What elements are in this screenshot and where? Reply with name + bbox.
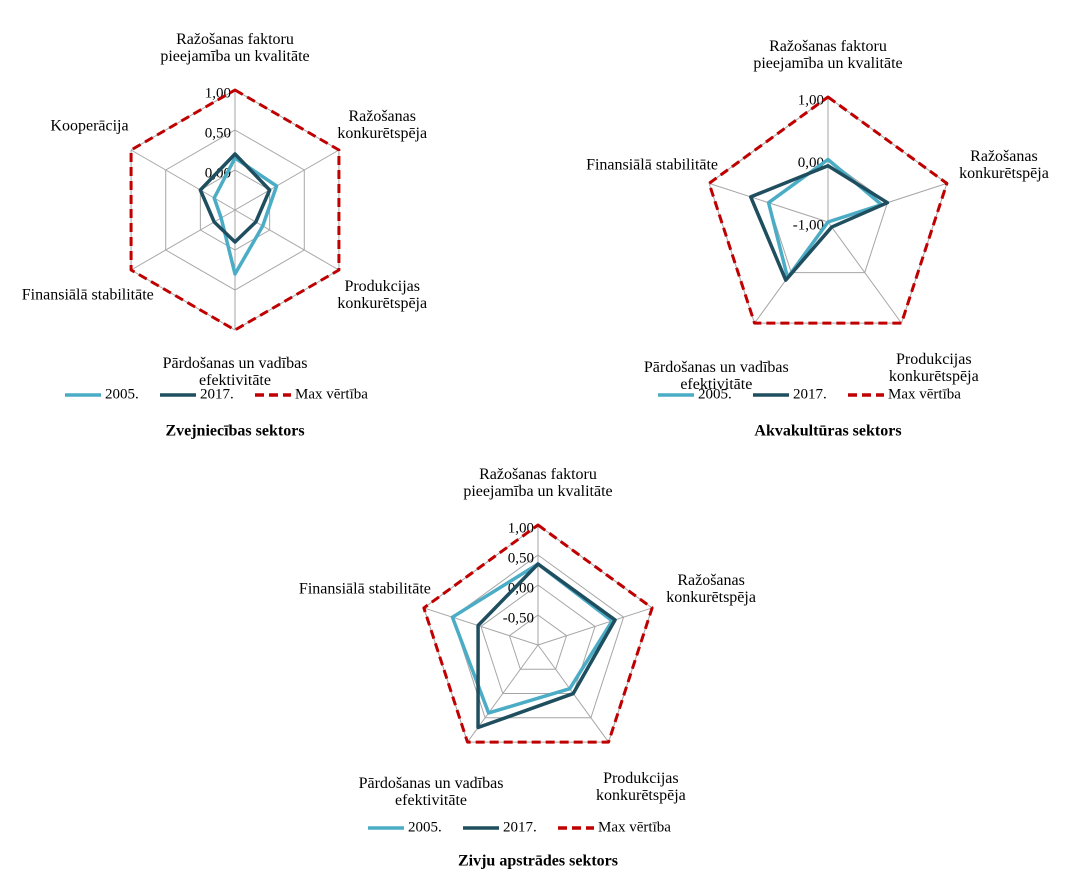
axis-label: Ražošanas konkurētspēja xyxy=(337,108,428,142)
chart-title: Zvejniecības sektors xyxy=(165,423,304,440)
legend-label: Max vērtība xyxy=(598,819,671,835)
axis-label: Produkcijas konkurētspēja xyxy=(888,350,979,385)
series-line xyxy=(422,523,654,744)
axis-label: Pārdošanas un vadības efektivitāte xyxy=(643,358,789,393)
axis-label: Finansiālā stabilitāte xyxy=(298,580,431,598)
chart-title: Akvakultūras sektors xyxy=(754,423,901,440)
legend-label: Max vērtība xyxy=(888,386,961,402)
axis-label: Ražošanas konkurētspēja xyxy=(959,147,1049,182)
grid-ring xyxy=(508,614,568,670)
tick-label: -1,00 xyxy=(793,217,824,233)
axis-spoke xyxy=(234,209,340,271)
series-line xyxy=(198,152,272,244)
legend-label: 2005. xyxy=(408,819,442,835)
chart-title: Zivju apstrādes sektors xyxy=(458,853,618,870)
axis-label: Kooperācija xyxy=(50,117,129,135)
axis-label: Finansiālā stabilitāte xyxy=(21,286,154,304)
axis-label: Produkcijas konkurētspēja xyxy=(337,278,428,312)
tick-label: 1,00 xyxy=(798,92,824,108)
axis-spoke xyxy=(130,209,236,271)
axis-spoke xyxy=(827,221,902,324)
axis-label: Ražošanas konkurētspēja xyxy=(666,571,756,606)
tick-label: 1,00 xyxy=(508,520,534,536)
grid-ring xyxy=(480,584,596,695)
series-line xyxy=(212,156,279,276)
series-line xyxy=(748,164,890,282)
series-line xyxy=(766,157,884,280)
tick-label: 0,00 xyxy=(508,580,534,596)
axis-spoke xyxy=(423,607,539,646)
series-line xyxy=(707,95,949,325)
axis-label: Pārdošanas un vadības efektivitāte xyxy=(358,775,504,810)
legend-label: 2005. xyxy=(105,386,139,402)
axis-spoke xyxy=(130,149,236,211)
tick-label: 0,50 xyxy=(508,550,534,566)
series-line xyxy=(450,562,614,715)
axis-spoke xyxy=(537,607,653,646)
axis-label: Ražošanas faktoru pieejamība un kvalitāt… xyxy=(753,38,903,72)
series-line xyxy=(476,562,617,730)
tick-label: 0,50 xyxy=(205,125,231,141)
legend-label: 2017. xyxy=(200,386,234,402)
legend-label: 2017. xyxy=(793,386,827,402)
axis-label: Finansiālā stabilitāte xyxy=(586,156,719,174)
axis-spoke xyxy=(234,149,340,211)
legend-label: 2005. xyxy=(698,386,732,402)
legend-label: 2017. xyxy=(503,819,537,835)
axis-label: Ražošanas faktoru pieejamība un kvalitāt… xyxy=(160,31,310,65)
axis-label: Pārdošanas un vadības efektivitāte xyxy=(162,355,308,389)
legend-label: Max vērtība xyxy=(295,386,368,402)
tick-label: -0,50 xyxy=(503,610,534,626)
series-line xyxy=(129,88,341,332)
axis-label: Produkcijas konkurētspēja xyxy=(595,769,686,804)
axis-label: Ražošanas faktoru pieejamība un kvalitāt… xyxy=(463,466,613,500)
